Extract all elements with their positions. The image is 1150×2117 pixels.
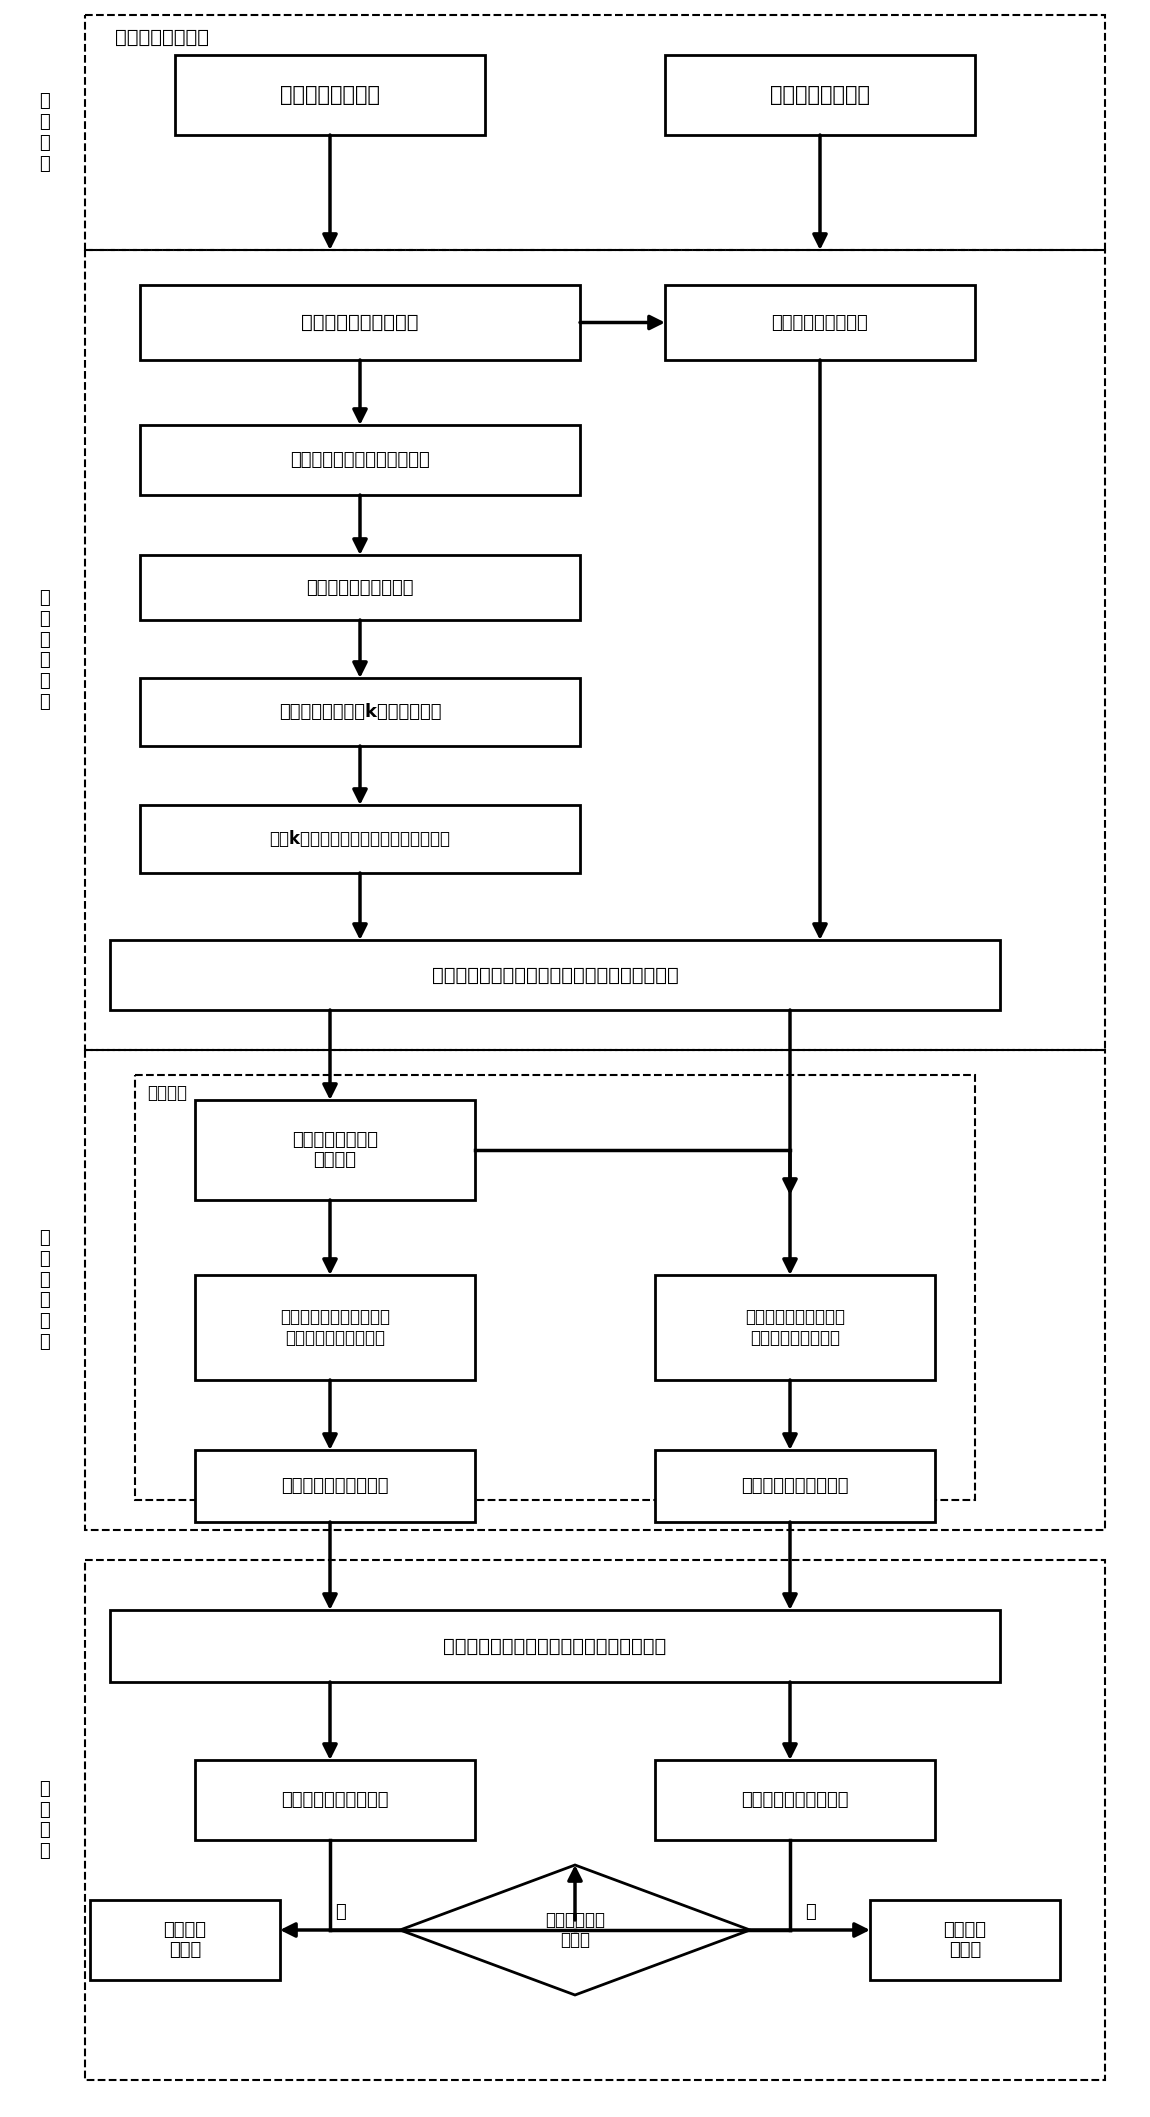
Text: 特
征
提
取
选
择: 特 征 提 取 选 择 bbox=[39, 589, 51, 711]
Text: 芯片功耗信息采集: 芯片功耗信息采集 bbox=[115, 28, 209, 47]
Text: 计算母本主成分的
均値向量: 计算母本主成分的 均値向量 bbox=[292, 1130, 378, 1169]
Bar bbox=[665, 55, 975, 135]
Text: 计算样本数据集的协方差矩阵: 计算样本数据集的协方差矩阵 bbox=[290, 451, 430, 470]
Bar bbox=[85, 15, 1105, 250]
Text: 母本电路电流信息: 母本电路电流信息 bbox=[279, 85, 380, 106]
Text: 木
马
检
测: 木 马 检 测 bbox=[39, 1780, 51, 1861]
Bar bbox=[140, 804, 580, 872]
Polygon shape bbox=[400, 1865, 750, 1994]
Bar bbox=[871, 1899, 1060, 1979]
Text: 计算待测样本主成分与
母本均値向量的距离: 计算待测样本主成分与 母本均値向量的距离 bbox=[745, 1308, 845, 1346]
Text: 选取k个主要的特征向量形成主特征空间: 选取k个主要的特征向量形成主特征空间 bbox=[269, 830, 451, 849]
Bar bbox=[135, 1075, 975, 1501]
Bar bbox=[90, 1899, 279, 1979]
Text: 否: 否 bbox=[335, 1903, 345, 1920]
Bar bbox=[196, 1450, 475, 1522]
Text: 待测芯片距离测度分布: 待测芯片距离测度分布 bbox=[742, 1791, 849, 1810]
Bar bbox=[665, 286, 975, 360]
Text: 待测芯片距离测度矩阵: 待测芯片距离测度矩阵 bbox=[742, 1478, 849, 1495]
Bar bbox=[656, 1759, 935, 1840]
Bar bbox=[85, 1050, 1105, 1531]
Text: 统计距离测度分布情况并绘制距离分布曲线: 统计距离测度分布情况并绘制距离分布曲线 bbox=[444, 1636, 667, 1655]
Bar bbox=[110, 940, 1000, 1010]
Text: 选取贡献率最大的k个主要特征値: 选取贡献率最大的k个主要特征値 bbox=[278, 703, 442, 722]
Bar bbox=[196, 1759, 475, 1840]
Text: 将样本数据集和测试数据集均映射到主特征空间: 将样本数据集和测试数据集均映射到主特征空间 bbox=[431, 965, 678, 984]
Text: 是: 是 bbox=[805, 1903, 815, 1920]
Bar bbox=[140, 677, 580, 745]
Bar bbox=[85, 1560, 1105, 2081]
Text: 距离测度分布
可分辨: 距离测度分布 可分辨 bbox=[545, 1912, 605, 1950]
Bar bbox=[656, 1274, 935, 1380]
Bar bbox=[196, 1101, 475, 1200]
Bar bbox=[140, 426, 580, 495]
Bar bbox=[110, 1611, 1000, 1683]
Text: 信
息
采
集: 信 息 采 集 bbox=[39, 93, 51, 174]
Text: 待测电路电流信息: 待测电路电流信息 bbox=[770, 85, 871, 106]
Text: 母本芯片距离测度矩阵: 母本芯片距离测度矩阵 bbox=[282, 1478, 389, 1495]
Text: 计算特征値和特征向量: 计算特征値和特征向量 bbox=[306, 578, 414, 597]
Bar bbox=[175, 55, 485, 135]
Bar bbox=[656, 1450, 935, 1522]
Bar bbox=[140, 555, 580, 620]
Bar bbox=[85, 250, 1105, 1050]
Text: 计
算
距
离
测
度: 计 算 距 离 测 度 bbox=[39, 1230, 51, 1351]
Text: 母本芯片距离测度分布: 母本芯片距离测度分布 bbox=[282, 1791, 389, 1810]
Bar bbox=[196, 1274, 475, 1380]
Text: 测试芯片样本数据集: 测试芯片样本数据集 bbox=[772, 313, 868, 332]
Text: 待测芯片
无木马: 待测芯片 无木马 bbox=[163, 1920, 207, 1960]
Text: 计算母本芯片样本主成分
与母本均値向量的距离: 计算母本芯片样本主成分 与母本均値向量的距离 bbox=[279, 1308, 390, 1346]
Bar bbox=[140, 286, 580, 360]
Text: 待测芯片
有木马: 待测芯片 有木马 bbox=[943, 1920, 987, 1960]
Text: 距离测度: 距离测度 bbox=[147, 1084, 187, 1103]
Text: 芯片样本库样本数据集: 芯片样本库样本数据集 bbox=[301, 313, 419, 332]
